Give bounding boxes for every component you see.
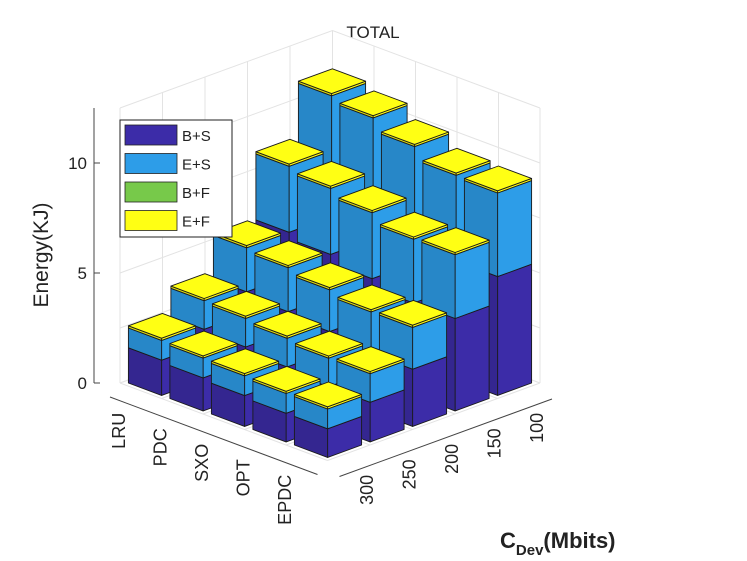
bar-top [169, 330, 238, 357]
bar-segment-side [497, 180, 533, 278]
tick-labels: 0 5 10 LRU PDC SXO OPT EPDC 300 250 200 150 100 [68, 154, 547, 525]
axes [93, 108, 553, 477]
method-tick-label: SXO [192, 444, 212, 482]
bar-top [295, 262, 365, 289]
bar-top [294, 330, 364, 357]
bar-top [336, 346, 405, 372]
bar-segment-front [296, 175, 332, 255]
bar-top [339, 90, 408, 117]
bar-top [211, 290, 281, 317]
bar-top [293, 381, 363, 408]
bar-segment-front [255, 153, 290, 233]
bar-top [422, 147, 491, 174]
legend-label: B+S [182, 128, 211, 145]
grid-line [327, 382, 541, 461]
z-tick-label: 0 [78, 374, 87, 393]
bar-top [253, 310, 322, 337]
bar-top [421, 227, 490, 253]
bar-segment-side [454, 241, 490, 319]
legend-label: B+F [182, 185, 210, 202]
bar-top [210, 348, 280, 375]
y-axis-label: CDev(Mbits) [500, 528, 616, 559]
bar-top [254, 240, 323, 266]
bar-top [127, 312, 197, 339]
bar-top [255, 138, 324, 165]
bar-top [338, 185, 407, 211]
capacity-tick-label: 200 [442, 444, 462, 474]
bar-top [463, 165, 533, 192]
method-tick-label: OPT [233, 459, 253, 496]
bar-segment-front [338, 199, 373, 280]
bar-top [337, 284, 406, 311]
method-axis [109, 396, 318, 475]
bar-top [170, 273, 239, 299]
legend-swatch [124, 181, 178, 203]
legend-label: E+S [182, 157, 211, 174]
bar-stack [293, 381, 363, 458]
legend-label: E+F [182, 214, 210, 231]
bar-top [296, 160, 366, 187]
bar-top [212, 220, 282, 247]
legend-swatch [124, 153, 178, 174]
method-tick-label: EPDC [275, 475, 295, 525]
capacity-tick-label: 100 [527, 413, 547, 443]
bar-top [380, 119, 450, 145]
legend-swatch [124, 124, 178, 146]
bar-top [297, 68, 367, 95]
legend-swatch [124, 210, 178, 231]
bar-segment-side [454, 305, 490, 412]
z-axis-label: Energy(KJ) [30, 202, 53, 307]
bar-top [379, 211, 449, 238]
bar-top [378, 299, 448, 326]
z-tick-label: 10 [68, 154, 87, 173]
capacity-tick-label: 250 [399, 459, 419, 489]
bars [127, 68, 533, 458]
bar-segment-side [497, 263, 533, 396]
bar-top [252, 366, 321, 392]
capacity-axis [339, 398, 553, 477]
grid-line [119, 382, 328, 461]
method-tick-label: LRU [109, 413, 129, 449]
capacity-tick-label: 150 [484, 428, 504, 458]
z-tick-label: 5 [78, 264, 87, 283]
chart-title: TOTAL [346, 23, 399, 42]
legend: B+S E+S B+F E+F [119, 119, 233, 238]
capacity-tick-label: 300 [357, 475, 377, 505]
method-tick-label: PDC [150, 428, 170, 466]
